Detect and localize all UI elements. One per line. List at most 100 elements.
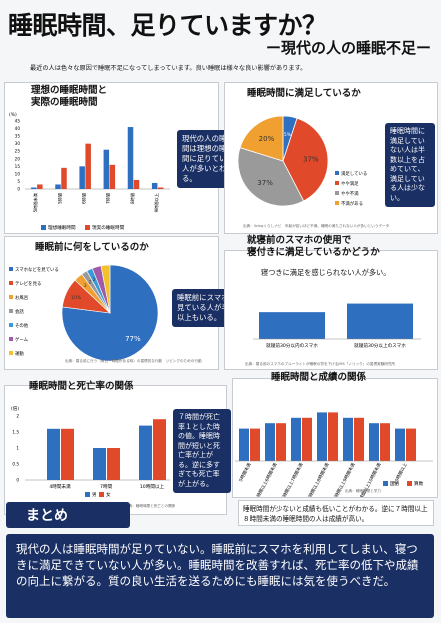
- sec2-legend-swatch: [335, 191, 339, 195]
- sec5-legend-label: 女: [106, 491, 111, 498]
- panel-smartphone-satisfaction: 就寝前のスマホの使用で 寝付きに満足しているかどうか 寝つきに満足を感じられない…: [224, 235, 438, 370]
- sec5-bar: [153, 419, 166, 480]
- sec5-bar: [93, 448, 106, 480]
- sec1-chart: (%)45 40 35 30 25 20 15 10 5 0 5時間未満 5時間 6時間 7時間 8時間 9時…: [9, 112, 170, 231]
- sec5-bar: [139, 425, 152, 480]
- sec6-x-label: 6時間以上7時間未満: [279, 461, 305, 497]
- sec1-bar: [85, 143, 91, 189]
- sec6-x-label: 5時間未満: [237, 461, 253, 483]
- sec6-bar: [250, 428, 260, 461]
- sec6-chart: 5時間未満 5時間以上6時間未満 6時間以上7時間未満 7時間以上8時間未満 8時間以上…: [235, 412, 433, 497]
- sec6-x-label: 7時間以上8時間未満: [305, 461, 331, 497]
- sec1-x-label: 6時間: [81, 193, 87, 204]
- sec3-pie-slice: [61, 264, 159, 362]
- sec3-legend-swatch: [9, 267, 13, 271]
- sec2-pie-slice: [282, 117, 329, 202]
- sec5-y-tick: 1.5: [12, 430, 19, 435]
- summary-heading: まとめ: [6, 502, 130, 528]
- sec3-legend-label: お風呂: [15, 294, 28, 301]
- sec6-bar: [276, 423, 286, 461]
- sec1-legend-swatch: [85, 225, 90, 230]
- page-subtitle: ー現代の人の睡眠不足ー: [265, 39, 431, 57]
- sec3-pie-label: 2: [93, 277, 96, 283]
- sec6-title: 睡眠時間と成績の関係: [271, 372, 367, 383]
- sec6-bar: [406, 428, 416, 461]
- sec5-source-note: 出典：睡眠時間と死亡との関係: [125, 504, 176, 508]
- sec5-x-label: 4時間未満: [49, 483, 71, 490]
- sec1-bar: [103, 149, 110, 189]
- panel-sleep-mortality: 睡眠時間と死亡率の関係 (倍) 2 1.5 1 0.5 0 4時間未満 7時間 10時間以上男 女…: [4, 381, 231, 515]
- sec1-y-unit: (%): [9, 112, 17, 118]
- sec6-caption-text: 睡眠時間が少ないと成績も低いことがわかる。逆に７時間以上８時間未満の睡眠時間の人…: [243, 505, 428, 523]
- sec1-x-label: 8時間: [130, 193, 136, 204]
- sec6-bar: [395, 428, 405, 461]
- sec1-y-tick: 40: [15, 126, 21, 131]
- sec2-title: 睡眠時間に満足しているか: [247, 88, 361, 99]
- summary-box: 現代の人は睡眠時間が足りていない。睡眠前にスマホを利用してしまい、寝つきに満足で…: [6, 534, 434, 618]
- sec5-title: 睡眠時間と死亡率の関係: [29, 381, 134, 392]
- sec1-y-tick: 25: [15, 149, 21, 154]
- sec6-bar: [317, 412, 327, 461]
- sec1-bar: [151, 182, 158, 189]
- sec1-y-tick: 30: [15, 141, 21, 146]
- sec6-legend-swatch: [383, 481, 388, 486]
- sec1-x-label: 5時間: [57, 193, 63, 204]
- sec3-pie-label: 2: [89, 279, 92, 285]
- sec2-legend-swatch: [335, 181, 339, 185]
- sec1-y-tick: 20: [15, 156, 21, 161]
- sec3-title: 睡眠前に何をしているのか: [35, 242, 149, 253]
- sec4-x-label: 就寝前30分以上のスマホ: [354, 342, 406, 349]
- sec5-y-tick: 0: [16, 478, 19, 483]
- sec5-bar: [61, 428, 74, 480]
- sec6-bar: [239, 428, 249, 461]
- sec6-caption: 睡眠時間が少ないと成績も低いことがわかる。逆に７時間以上８時間未満の睡眠時間の人…: [238, 500, 434, 526]
- sec4-bar: [259, 312, 325, 339]
- sec5-bar: [47, 428, 60, 480]
- sec5-bubble: ７時間が死亡率１とした時の値。睡眠時間が短いと死亡率が上がる。逆に多すぎても死亡…: [173, 409, 231, 493]
- sec3-legend-swatch: [9, 323, 13, 327]
- sec1-y-tick: 0: [17, 187, 20, 192]
- sec1-bar: [79, 166, 85, 189]
- sec5-x-label: 10時間以上: [140, 483, 165, 490]
- sec1-y-tick: 35: [15, 134, 21, 139]
- sec3-legend-label: 運動: [15, 350, 24, 357]
- sec2-legend-label: やや満足: [341, 180, 359, 187]
- sec1-x-label: 7時間: [106, 193, 112, 204]
- sec2-legend-label: やや不満: [341, 190, 359, 197]
- intro-text: 最近の人は色々な原因で睡眠不足になってしまっています。良い睡眠は様々な良い影響が…: [30, 65, 307, 72]
- panel-before-sleep-activity: 睡眠前に何をしているのか 77% 10% 3 2 2 スマホなどを見ている テレビを見る お風…: [4, 236, 242, 370]
- sec2-pie-label: 20%: [259, 135, 275, 143]
- sec2-pie-label: 37%: [257, 179, 273, 187]
- sec4-source-note: 出典：寝る前のスマホのブルーライトが睡眠の質を下げるJMS「ノリック」の習慣実験…: [245, 362, 396, 366]
- sec3-pie-label: 10%: [71, 295, 82, 301]
- sec6-legend-label: 国語: [390, 480, 400, 487]
- sec2-bubble: 睡眠時間に満足していない人は半数以上を占めていて、満足している人は少ない。: [385, 123, 435, 207]
- sec5-bar: [107, 448, 120, 480]
- sec6-bar: [369, 423, 379, 461]
- panel-sleep-grades: 睡眠時間と成績の関係 5時間未満 5時間以上6時間未満 6時間以上7時間未満 7時間以…: [232, 372, 438, 498]
- sec5-y-tick: 1: [16, 446, 19, 451]
- sec5-legend-swatch: [85, 492, 90, 497]
- sec6-legend-label: 算数: [414, 480, 424, 487]
- sec2-legend-swatch: [335, 201, 339, 205]
- sec1-bar: [109, 164, 116, 189]
- sec4-chart: 就寝前30分以内のスマホ 就寝前30分以上のスマホ: [253, 303, 421, 349]
- sec6-bar: [354, 417, 364, 461]
- sec3-source-note: 出典：寝る前に行う（毎日・時間がある時）の習慣的な行動 リビングのための行動: [65, 359, 202, 363]
- sec2-legend-label: 不満がある: [341, 200, 363, 207]
- sec6-bar: [291, 417, 301, 461]
- sec4-bar: [347, 303, 413, 339]
- sec5-y-unit: (倍): [11, 405, 19, 412]
- sec1-legend-label: 現実の睡眠時間: [92, 224, 125, 231]
- sec6-bar: [380, 423, 390, 461]
- sec3-legend-label: テレビを見る: [15, 280, 41, 287]
- panel-sleep-satisfaction: 睡眠時間に満足しているか 5% 37% 37% 20% 満足している やや満足 やや不満 不満…: [224, 82, 438, 234]
- sec3-pie-label: 3: [84, 283, 87, 289]
- sec6-bar: [302, 417, 312, 461]
- sec1-bar: [127, 127, 134, 189]
- sec2-source-note: 出典：livingくらしナビ 年齢が若いほど不満、睡眠の満たされない人が多いとい…: [243, 224, 390, 228]
- sec5-y-tick: 0.5: [12, 462, 19, 467]
- sec1-x-label: 9時間以上: [153, 193, 160, 212]
